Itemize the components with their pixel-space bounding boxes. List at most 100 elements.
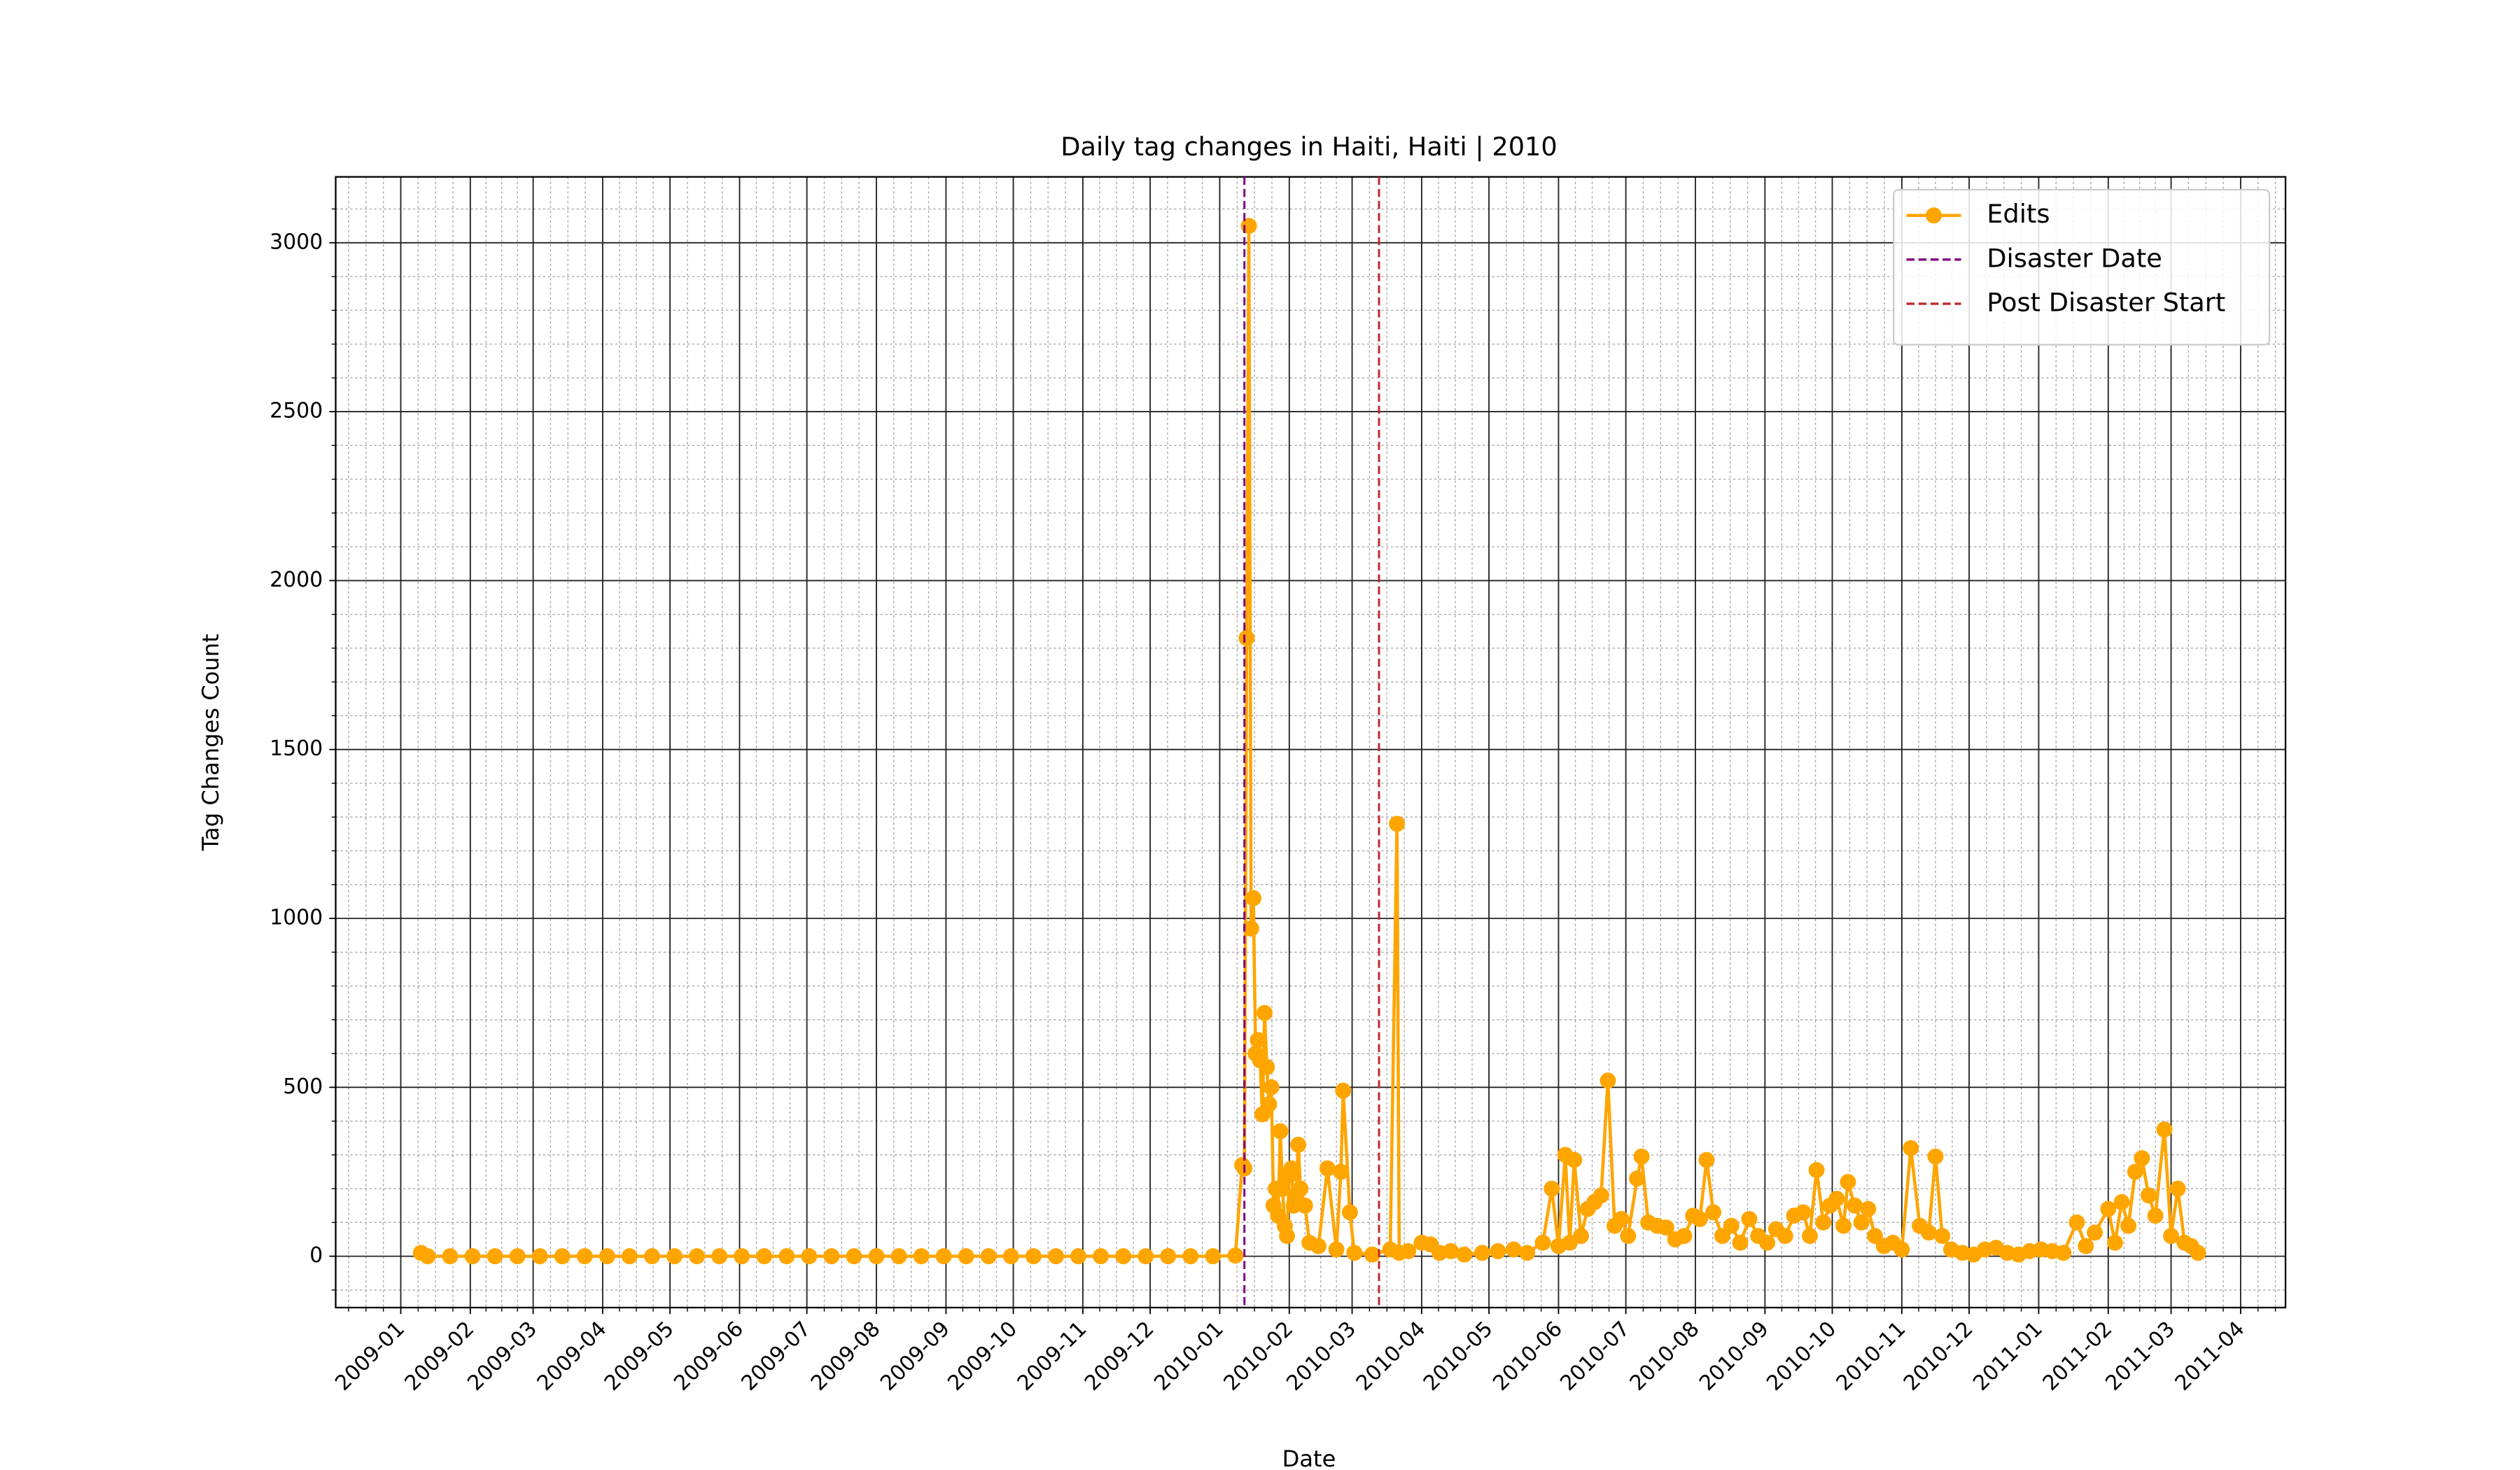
y-axis-label: Tag Changes Count [197,634,224,851]
data-point [1115,1248,1132,1265]
data-point [1629,1170,1646,1187]
data-point [2147,1208,2164,1224]
y-tick-label: 3000 [270,230,323,254]
data-point [1903,1140,1919,1156]
data-point [1093,1248,1110,1265]
data-point [621,1248,638,1265]
chart-title: Daily tag changes in Haiti, Haiti | 2010 [1060,132,1558,162]
data-point [2068,1214,2085,1231]
data-point [958,1248,974,1265]
data-point [598,1248,615,1265]
data-point [1279,1228,1296,1245]
data-point [1261,1096,1278,1112]
data-point [1310,1238,1326,1254]
legend-label: Post Disaster Start [1987,287,2225,317]
data-point [756,1248,773,1265]
y-tick-label: 2500 [270,399,323,424]
data-point [1259,1058,1275,1075]
data-point [2120,1217,2137,1234]
y-tick-label: 1000 [270,906,323,930]
data-point [868,1248,885,1265]
data-point [823,1248,840,1265]
data-point [1698,1152,1715,1168]
data-point [1676,1228,1693,1245]
x-axis-label: Date [1282,1446,1336,1470]
data-point [666,1248,683,1265]
legend-swatch [1926,207,1942,224]
plot-frame [335,176,2287,1309]
data-point [1182,1248,1199,1265]
data-point [1341,1204,1358,1221]
data-point [2087,1224,2104,1241]
data-point [1658,1219,1674,1236]
data-point [1927,1148,1944,1165]
y-tick-label: 0 [309,1243,323,1268]
data-point [1828,1191,1845,1208]
data-point [1860,1200,1877,1217]
data-point [2141,1187,2157,1204]
data-point [1777,1228,1793,1245]
data-point [1250,1032,1266,1049]
data-point [1456,1246,1473,1263]
data-point [1732,1234,1749,1251]
data-point [1047,1248,1064,1265]
data-point [1346,1245,1363,1261]
data-point [1389,816,1406,832]
data-point [1920,1224,1937,1241]
data-point [1263,1079,1280,1096]
data-point [509,1248,526,1265]
data-point [2163,1228,2180,1245]
data-point [801,1248,818,1265]
data-point [1835,1217,1852,1234]
data-point [1238,629,1255,646]
data-point [734,1248,750,1265]
data-point [486,1248,503,1265]
data-point [1283,1160,1300,1177]
data-point [1274,1180,1291,1197]
data-point [913,1248,930,1265]
data-point [1002,1248,1019,1265]
data-point [1138,1248,1154,1265]
data-point [2169,1180,2186,1197]
data-point [1256,1004,1273,1021]
data-point [1160,1248,1177,1265]
data-point [464,1248,481,1265]
data-point [1319,1160,1336,1177]
data-point [1840,1173,1856,1190]
y-tick-label: 500 [283,1074,323,1099]
data-point [419,1248,436,1265]
data-point [1801,1228,1818,1245]
legend-box [1893,188,2271,346]
data-point [1505,1241,1522,1258]
data-point [2156,1121,2173,1138]
data-point [2106,1234,2123,1251]
data-point [1573,1228,1589,1245]
data-point [1544,1180,1560,1197]
data-point [1620,1228,1637,1245]
data-point [1759,1234,1776,1251]
data-point [711,1248,728,1265]
data-point [1934,1228,1951,1245]
data-point [1272,1123,1289,1140]
data-point [890,1248,907,1265]
legend-label: Edits [1987,199,2050,229]
data-point [1613,1211,1630,1228]
data-point [2078,1238,2094,1254]
data-point [846,1248,862,1265]
data-point [1333,1163,1350,1180]
data-point [2113,1194,2130,1210]
data-point [1705,1204,1722,1221]
data-point [1328,1241,1345,1258]
data-point [1296,1197,1313,1214]
data-point [2134,1150,2150,1167]
data-point [1808,1162,1825,1179]
data-point [554,1248,570,1265]
y-tick-label: 1500 [270,736,323,761]
data-point [1364,1246,1380,1263]
data-point [1534,1234,1551,1251]
data-point [1815,1214,1832,1231]
data-point [1691,1211,1708,1228]
legend-label: Disaster Date [1987,243,2162,273]
data-point [1242,920,1259,937]
data-point [2055,1245,2072,1261]
